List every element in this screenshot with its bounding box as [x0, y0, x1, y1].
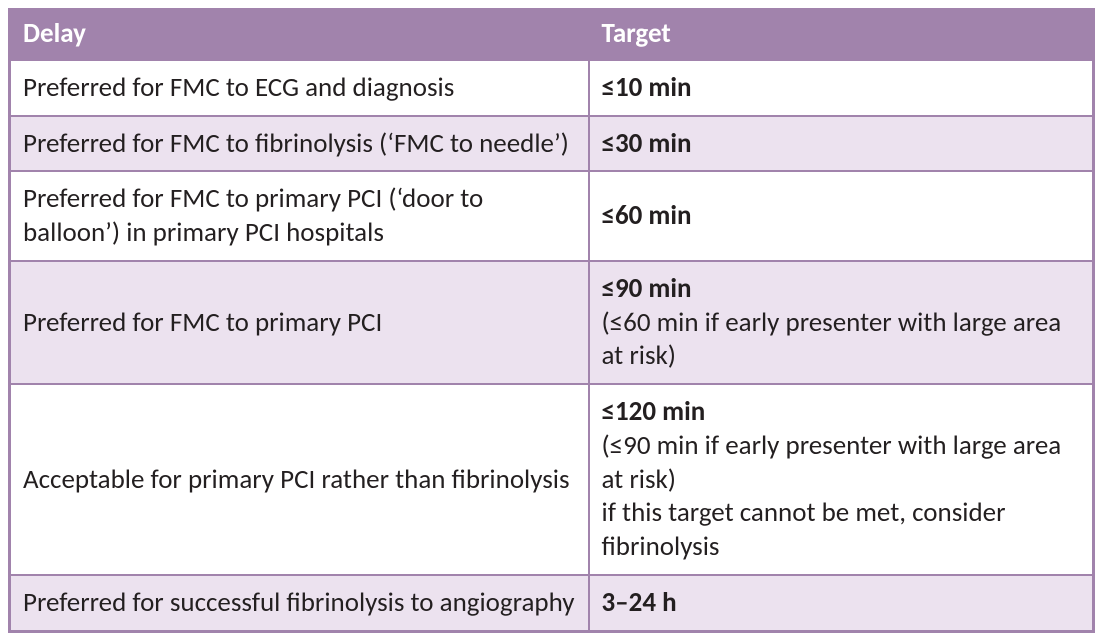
cell-delay: Preferred for FMC to fibrinolysis (‘FMC … [10, 116, 589, 172]
cell-target: ≤120 min (≤90 min if early presenter wit… [589, 384, 1094, 575]
cell-target: ≤60 min [589, 171, 1094, 261]
col-header-delay: Delay [10, 10, 589, 60]
cell-delay: Preferred for successful fibrinolysis to… [10, 575, 589, 631]
target-bold: ≤120 min [602, 395, 706, 428]
table-row: Preferred for FMC to fibrinolysis (‘FMC … [10, 116, 1094, 172]
table-header-row: Delay Target [10, 10, 1094, 60]
table-row: Preferred for FMC to primary PCI ≤90 min… [10, 261, 1094, 384]
table-row: Preferred for FMC to ECG and diagnosis ≤… [10, 60, 1094, 116]
table-row: Preferred for FMC to primary PCI (‘door … [10, 171, 1094, 261]
cell-delay: Acceptable for primary PCI rather than f… [10, 384, 589, 575]
target-bold: ≤90 min [602, 272, 692, 305]
cell-delay: Preferred for FMC to ECG and diagnosis [10, 60, 589, 116]
cell-target: ≤30 min [589, 116, 1094, 172]
target-bold: ≤60 min [602, 199, 692, 232]
cell-delay: Preferred for FMC to primary PCI (‘door … [10, 171, 589, 261]
target-rest: (≤90 min if early presenter with large a… [602, 429, 1062, 563]
cell-delay: Preferred for FMC to primary PCI [10, 261, 589, 384]
cell-target: 3–24 h [589, 575, 1094, 631]
cell-target: ≤90 min (≤60 min if early presenter with… [589, 261, 1094, 384]
timing-targets-table: Delay Target Preferred for FMC to ECG an… [8, 8, 1095, 633]
target-rest: (≤60 min if early presenter with large a… [602, 306, 1062, 373]
target-bold: 3–24 h [602, 586, 677, 619]
target-bold: ≤30 min [602, 127, 692, 160]
table-row: Preferred for successful fibrinolysis to… [10, 575, 1094, 631]
cell-target: ≤10 min [589, 60, 1094, 116]
col-header-target: Target [589, 10, 1094, 60]
table-row: Acceptable for primary PCI rather than f… [10, 384, 1094, 575]
target-bold: ≤10 min [602, 71, 692, 104]
